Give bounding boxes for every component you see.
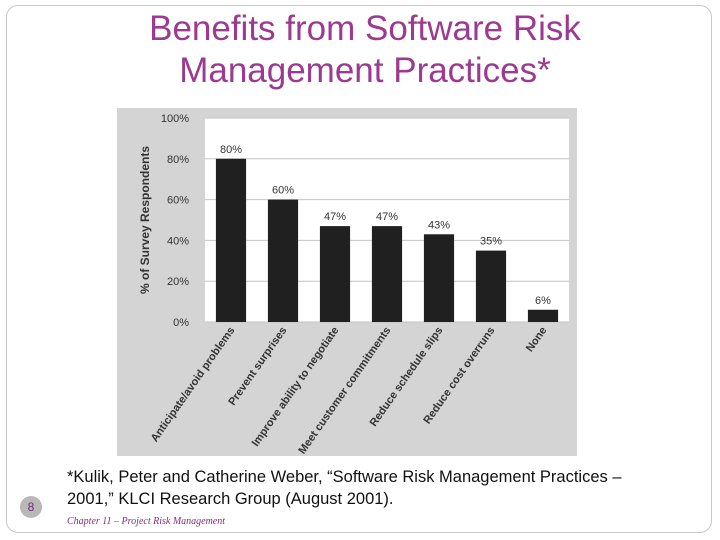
- slide-number-badge: 8: [20, 496, 42, 518]
- y-tick-label-80: 80%: [167, 154, 189, 166]
- value-label-1: 60%: [272, 185, 294, 197]
- slide-title: Benefits from Software Risk Management P…: [60, 8, 670, 92]
- citation-line-2: 2001,” KLCI Research Group (August 2001)…: [67, 490, 394, 508]
- bar-6: [527, 309, 559, 322]
- y-tick-label-100: 100%: [161, 113, 189, 125]
- footer-text: Chapter 11 – Project Risk Management: [67, 516, 226, 527]
- y-tick-label-60: 60%: [167, 195, 189, 207]
- y-axis-label: % of Survey Respondents: [138, 146, 152, 294]
- value-labels: 80% 60% 47% 47% 43% 35% 6%: [220, 144, 551, 307]
- value-label-4: 43%: [428, 219, 450, 231]
- slide-frame: [6, 5, 712, 533]
- x-tick-label-6: None: [524, 325, 550, 354]
- bar-chart: 0% 20% 40% 60% 80% 100% 80% 60% 47% 47% 43% 35% 6% …: [117, 108, 577, 456]
- citation: *Kulik, Peter and Catherine Weber, “Soft…: [67, 466, 697, 510]
- y-tick-label-20: 20%: [167, 276, 189, 288]
- value-label-3: 47%: [376, 211, 398, 223]
- bar-5: [475, 250, 507, 322]
- y-tick-label-40: 40%: [167, 235, 189, 247]
- bar-4: [423, 234, 455, 322]
- x-tick-label-3: Meet customer commitments: [296, 325, 393, 456]
- citation-line-1: *Kulik, Peter and Catherine Weber, “Soft…: [67, 468, 622, 486]
- bar-1: [267, 199, 299, 322]
- bar-2: [319, 226, 351, 322]
- x-tick-label-1: Prevent surprises: [226, 325, 289, 408]
- value-label-5: 35%: [480, 236, 502, 248]
- bar-0: [215, 158, 247, 322]
- gridlines: [205, 117, 569, 323]
- bar-chart-svg: 0%20%40%60%80%100% 80%60%47% 47%43%35%6% …: [138, 113, 569, 456]
- value-label-6: 6%: [535, 295, 551, 307]
- bar-3: [371, 226, 403, 322]
- y-tick-label-0: 0%: [173, 317, 189, 329]
- bars: [215, 158, 559, 322]
- x-tick-label-0: Anticipate/avoid problems: [149, 325, 238, 445]
- value-label-0: 80%: [220, 144, 242, 156]
- value-label-2: 47%: [324, 211, 346, 223]
- slide-title-line-1: Benefits from Software Risk: [149, 9, 581, 48]
- x-tick-label-2: Improve ability to negotiate: [250, 325, 342, 449]
- y-tick-labels: 0% 20% 40% 60% 80% 100%: [161, 113, 189, 329]
- slide-title-line-2: Management Practices*: [179, 51, 551, 90]
